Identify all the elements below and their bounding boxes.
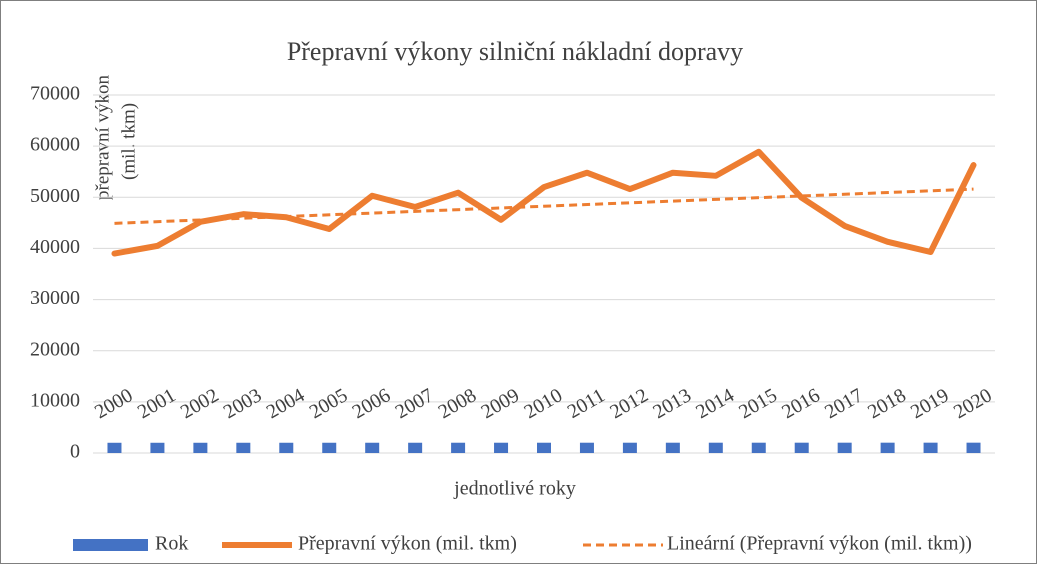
y-tick-label: 10000 [30,389,80,411]
bar [794,442,809,453]
bar [923,442,938,453]
y-axis-title: (mil. tkm) [118,103,139,180]
bar [365,442,380,453]
bar [579,442,594,453]
bar [837,442,852,453]
bar [451,442,466,453]
bar [107,442,122,453]
y-tick-label: 0 [70,441,80,463]
x-axis-title: jednotlivé roky [453,478,576,500]
y-tick-label: 50000 [30,185,80,207]
trend-line [114,187,974,225]
bar [193,442,208,453]
bar [408,442,423,453]
bar [537,442,551,453]
y-tick-label: 60000 [30,134,80,156]
bar [236,442,251,453]
bar [751,442,766,453]
legend-swatch [73,539,148,551]
bar [708,442,723,453]
bar [322,442,337,453]
bar [966,442,981,453]
chart-title: Přepravní výkony silniční nákladní dopra… [287,37,743,66]
data-line [111,148,977,257]
legend-label: Přepravní výkon (mil. tkm) [298,533,517,555]
bar [279,442,294,453]
y-axis-title: přepravní výkon [92,74,113,200]
y-tick-label: 30000 [30,287,80,309]
y-tick-label: 20000 [30,338,80,360]
y-tick-label: 40000 [30,236,80,258]
legend-label: Lineární (Přepravní výkon (mil. tkm)) [667,533,972,555]
bar [880,442,895,453]
bar [665,442,680,453]
legend-label: Rok [155,533,188,555]
y-tick-label: 70000 [30,83,80,105]
bar [622,442,637,453]
bar [494,442,509,453]
bar [150,442,165,453]
